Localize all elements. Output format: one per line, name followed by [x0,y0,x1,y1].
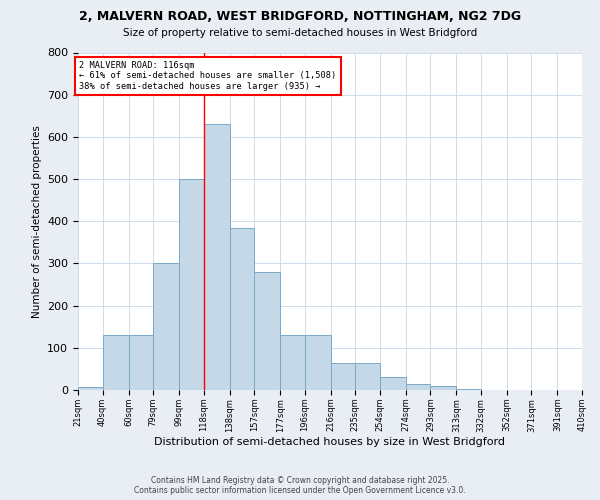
Bar [430,386,457,390]
Bar [406,384,430,390]
Bar [103,335,128,390]
Bar [380,378,406,390]
Bar [254,272,280,390]
Bar [153,264,179,390]
Text: 2 MALVERN ROAD: 116sqm
← 61% of semi-detached houses are smaller (1,508)
38% of : 2 MALVERN ROAD: 116sqm ← 61% of semi-det… [79,61,337,90]
Text: Size of property relative to semi-detached houses in West Bridgford: Size of property relative to semi-detach… [123,28,477,38]
Bar [78,386,103,390]
Bar [280,335,305,390]
Text: Contains HM Land Registry data © Crown copyright and database right 2025.
Contai: Contains HM Land Registry data © Crown c… [134,476,466,495]
Bar [355,362,380,390]
Bar [230,228,254,390]
Bar [331,362,355,390]
Bar [203,124,230,390]
X-axis label: Distribution of semi-detached houses by size in West Bridgford: Distribution of semi-detached houses by … [155,437,505,447]
Text: 2, MALVERN ROAD, WEST BRIDGFORD, NOTTINGHAM, NG2 7DG: 2, MALVERN ROAD, WEST BRIDGFORD, NOTTING… [79,10,521,23]
Bar [128,335,153,390]
Bar [305,335,331,390]
Y-axis label: Number of semi-detached properties: Number of semi-detached properties [32,125,41,318]
Bar [179,179,203,390]
Bar [457,389,481,390]
